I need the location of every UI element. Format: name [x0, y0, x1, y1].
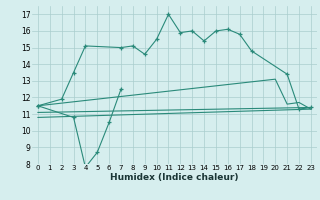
X-axis label: Humidex (Indice chaleur): Humidex (Indice chaleur)	[110, 173, 239, 182]
